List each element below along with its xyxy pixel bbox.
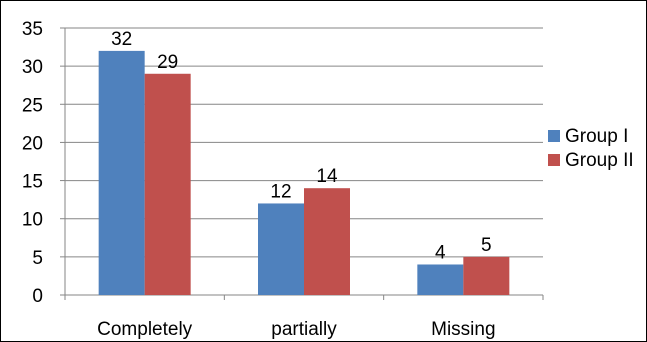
data-label: 5 (481, 235, 492, 256)
y-tick-label: 0 (32, 286, 43, 307)
x-category-label: Completely (97, 319, 193, 340)
y-tick-label: 10 (22, 210, 43, 231)
bar-group-ii-missing (463, 256, 510, 295)
data-label: 4 (435, 242, 446, 263)
bar-group-ii-completely (144, 73, 191, 296)
data-label: 14 (316, 166, 338, 187)
legend-label: Group I (565, 126, 628, 147)
y-tick-label: 5 (32, 248, 43, 269)
x-category-label: Missing (431, 319, 495, 340)
legend-swatch-group-i (548, 130, 560, 142)
y-tick-label: 35 (22, 19, 43, 40)
data-label: 32 (111, 29, 132, 50)
bars (98, 50, 510, 296)
legend-swatch-group-ii (548, 154, 560, 166)
data-label: 12 (270, 181, 291, 202)
y-tick-label: 25 (22, 95, 43, 116)
bar-group-ii-partially (304, 188, 350, 295)
y-tick-label: 30 (22, 57, 43, 78)
data-label: 29 (157, 52, 178, 73)
bar-group-i-completely (98, 50, 145, 296)
legend: Group I Group II (548, 126, 634, 171)
x-category-label: partially (271, 319, 337, 340)
legend-label: Group II (565, 150, 634, 171)
bar-group-i-partially (258, 203, 304, 295)
axes: 0 5 10 15 20 25 30 35 Completely partially Missing (22, 19, 544, 340)
y-tick-label: 20 (22, 133, 43, 154)
data-labels: 32 29 12 14 4 5 (111, 29, 492, 264)
y-tick-label: 15 (22, 172, 43, 193)
bar-group-i-missing (417, 264, 464, 295)
